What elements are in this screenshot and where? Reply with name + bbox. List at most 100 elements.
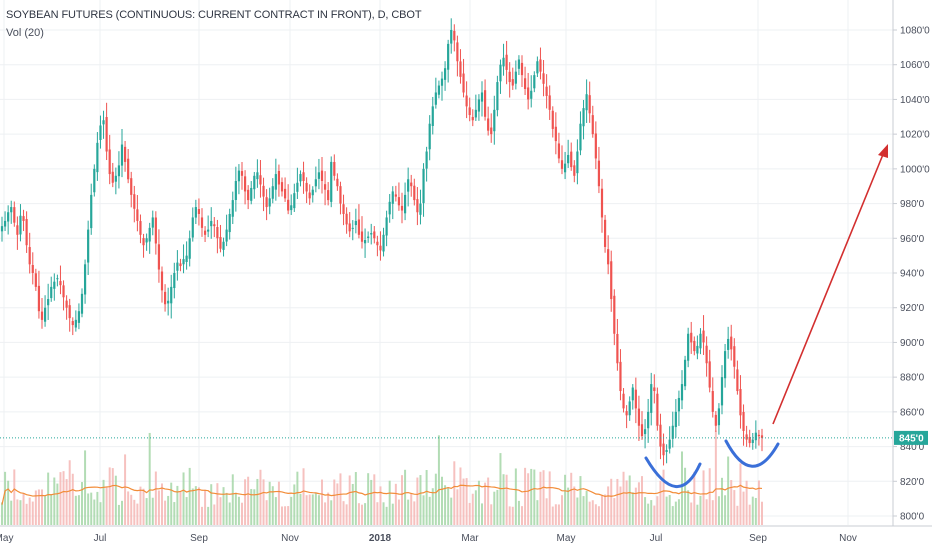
- volume-ma-line: [1, 484, 763, 505]
- volume-bar: [361, 504, 363, 525]
- candle-body: [333, 161, 336, 176]
- candle-body: [640, 424, 644, 437]
- volume-bar: [219, 497, 222, 525]
- candle-body: [240, 171, 244, 176]
- candle-body: [327, 190, 330, 201]
- volume-bar: [641, 476, 643, 525]
- candle-body: [714, 414, 717, 426]
- candle-body: [123, 146, 127, 162]
- volume-bar: [99, 502, 102, 525]
- volume-bar: [490, 504, 493, 525]
- volume-bar: [305, 495, 308, 525]
- candle-body: [363, 240, 367, 244]
- candles[interactable]: [0, 18, 764, 466]
- y-axis-tick-label: 1060'0: [900, 60, 930, 71]
- candle-body: [207, 229, 210, 232]
- candle-body: [477, 99, 481, 112]
- volume-bar: [453, 461, 456, 525]
- candle-body: [37, 285, 41, 312]
- volume-bar: [271, 486, 274, 525]
- volume-bar: [216, 483, 219, 525]
- candle-body: [637, 408, 641, 426]
- volume-bar: [287, 506, 290, 525]
- candle-body: [247, 189, 250, 201]
- candle-body: [237, 170, 241, 182]
- candle-body: [450, 30, 453, 44]
- candle-body: [167, 300, 170, 304]
- volume-bar: [684, 467, 687, 525]
- volume-bar: [468, 502, 471, 525]
- volume-bar: [487, 477, 490, 525]
- candle-body: [25, 219, 28, 246]
- candle-body: [222, 241, 225, 250]
- volume-bar: [521, 506, 523, 525]
- volume-bar: [145, 498, 148, 525]
- candle-body: [243, 176, 247, 192]
- volume-bar: [348, 475, 351, 525]
- candle-body: [591, 115, 594, 135]
- volume-bar: [656, 496, 659, 525]
- candle-body: [93, 168, 96, 193]
- volume-bar: [450, 497, 453, 525]
- volume-bar: [650, 500, 653, 525]
- candle-body: [317, 172, 321, 179]
- volume-bar: [730, 480, 733, 525]
- candle-body: [542, 73, 545, 84]
- candle-body: [653, 387, 656, 392]
- volume-indicator-label[interactable]: Vol (20): [6, 27, 44, 39]
- candle-body: [203, 230, 207, 235]
- volume-bar: [59, 472, 62, 525]
- candle-body: [114, 175, 117, 182]
- candle-body: [447, 43, 450, 70]
- y-axis-tick-label: 880'0: [900, 373, 925, 384]
- volume-bar: [336, 483, 339, 525]
- candle-body: [154, 217, 157, 244]
- candle-body: [647, 411, 650, 429]
- candle-body: [34, 273, 37, 287]
- volume-bar: [696, 504, 699, 525]
- y-axis-tick-label: 840'0: [900, 442, 925, 453]
- volume-bar: [474, 490, 477, 525]
- volume-bar: [170, 482, 173, 525]
- candle-body: [517, 59, 521, 69]
- volume-bar: [182, 472, 185, 525]
- volume-bar: [90, 492, 93, 525]
- candle-body: [330, 161, 333, 202]
- volume-bar: [241, 502, 243, 525]
- candle-body: [296, 182, 299, 192]
- candle-body: [108, 149, 111, 175]
- candle-body: [419, 203, 422, 215]
- volume-bar: [117, 504, 120, 525]
- candle-body: [545, 86, 548, 96]
- volume-bar: [376, 502, 379, 525]
- candle-body: [736, 369, 739, 392]
- candle-body: [428, 123, 431, 150]
- candle-body: [357, 219, 361, 235]
- candle-body: [65, 300, 68, 308]
- volume-bar: [533, 469, 536, 525]
- volume-bar: [665, 496, 668, 525]
- candle-body: [102, 120, 105, 125]
- volume-bar: [425, 470, 428, 525]
- candle-body: [514, 71, 517, 84]
- candle-body: [210, 220, 213, 227]
- candle-body: [90, 194, 93, 229]
- volume-bar: [330, 500, 333, 525]
- candle-body: [683, 359, 687, 387]
- volume-bar: [321, 479, 323, 525]
- candle-body: [622, 393, 625, 409]
- volume-bar: [514, 468, 517, 525]
- candle-body: [265, 197, 268, 208]
- candle-body: [120, 144, 124, 166]
- volume-bar: [607, 486, 610, 525]
- candle-body: [136, 209, 139, 221]
- volume-bar: [690, 502, 693, 525]
- candle-body: [320, 170, 324, 182]
- candle-body: [557, 143, 561, 159]
- candle-body: [280, 182, 284, 192]
- volume-bar: [594, 504, 597, 525]
- volume-bar: [410, 493, 413, 525]
- volume-bar: [201, 506, 203, 525]
- volume-bar: [133, 499, 136, 525]
